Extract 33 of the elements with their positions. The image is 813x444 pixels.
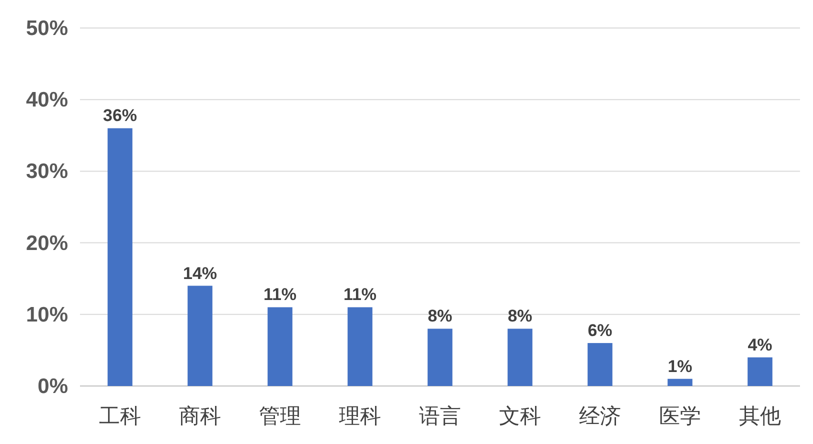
data-label: 36% [102,106,138,126]
bar [188,286,212,386]
x-tick-label: 语言 [419,405,461,428]
y-tick-label: 50% [26,17,68,40]
y-tick-label: 10% [26,303,68,326]
bar [428,328,452,386]
bar [508,328,532,386]
bar [748,357,772,386]
x-tick-label: 工科 [99,405,141,428]
bar [588,343,612,386]
y-tick-label: 20% [26,232,68,255]
data-label: 14% [182,264,218,283]
bar [348,307,372,386]
y-tick-label: 40% [26,88,68,112]
x-tick-label: 经济 [579,405,621,428]
x-tick-label: 商科 [179,405,221,428]
bar [268,307,292,386]
data-label: 11% [343,285,377,304]
y-tick-label: 30% [26,160,68,184]
data-label: 6% [588,321,612,340]
data-label: 8% [428,306,452,326]
bar [108,128,132,386]
data-label: 1% [668,356,692,376]
y-tick-label: 0% [38,375,68,398]
x-tick-label: 理科 [339,405,381,428]
x-tick-label: 医学 [659,405,701,428]
x-tick-label: 其他 [739,405,781,428]
x-tick-label: 管理 [259,405,301,428]
bar [668,378,692,386]
x-tick-label: 文科 [499,405,541,428]
data-label: 8% [508,306,532,326]
data-label: 11% [263,285,297,304]
data-label: 4% [748,335,772,354]
